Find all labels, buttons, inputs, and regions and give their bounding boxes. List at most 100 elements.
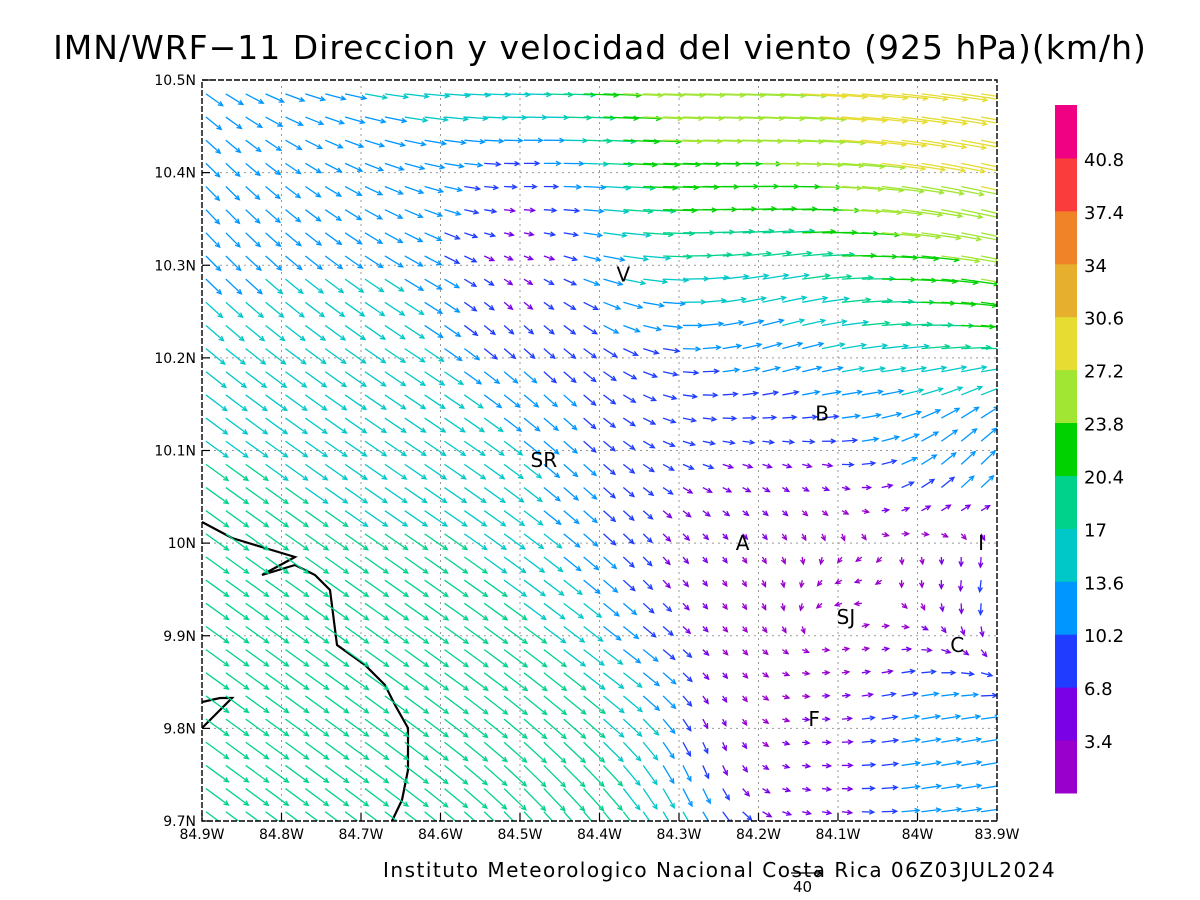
wind-arrow: [881, 623, 891, 629]
wind-arrow: [603, 533, 617, 546]
wind-arrow: [523, 695, 548, 716]
wind-arrow: [921, 454, 938, 465]
wind-arrow: [364, 602, 390, 621]
wind-arrow: [941, 232, 983, 242]
wind-arrow: [245, 602, 270, 621]
wind-arrow: [642, 718, 660, 736]
wind-arrow: [205, 741, 230, 760]
wind-arrow: [463, 533, 488, 551]
wind-arrow: [702, 440, 717, 446]
wind-arrow: [583, 625, 604, 643]
wind-arrow: [761, 626, 768, 634]
wind-arrow: [225, 811, 240, 821]
wind-arrow: [225, 463, 250, 482]
wind-arrow: [921, 139, 968, 150]
wind-arrow: [483, 510, 507, 527]
wind-arrow: [583, 463, 598, 477]
wind-arrow: [821, 342, 846, 350]
wind-arrow: [702, 602, 709, 610]
wind-arrow: [855, 556, 863, 563]
wind-arrow: [642, 556, 653, 567]
wind-arrow: [623, 255, 650, 262]
wind-arrow: [822, 647, 831, 653]
wind-arrow: [822, 716, 831, 722]
wind-arrow: [836, 556, 843, 564]
wind-arrow: [742, 626, 749, 634]
wind-arrow: [861, 715, 876, 721]
wind-arrow: [364, 649, 390, 668]
wind-arrow: [324, 162, 343, 173]
wind-arrow: [324, 533, 350, 551]
wind-arrow: [384, 764, 410, 784]
wind-arrow: [265, 116, 284, 127]
wind-arrow: [941, 365, 968, 373]
wind-arrow: [901, 737, 922, 743]
wind-arrow: [941, 116, 989, 127]
wind-arrow: [881, 714, 899, 721]
wind-arrow: [364, 394, 387, 410]
wind-arrow: [444, 811, 457, 821]
wind-arrow: [245, 232, 262, 248]
wind-arrow: [484, 184, 500, 191]
wind-arrow: [603, 649, 624, 665]
wind-arrow: [265, 556, 290, 575]
wind-arrow: [861, 762, 877, 768]
wind-arrow: [543, 649, 568, 668]
wind-arrow: [802, 341, 825, 350]
wind-arrow: [921, 185, 966, 196]
wind-arrow: [424, 255, 443, 266]
wind-arrow: [364, 510, 389, 527]
wind-arrow: [404, 788, 430, 808]
wind-arrow: [503, 741, 528, 764]
wind-arrow: [205, 556, 230, 575]
wind-arrow: [245, 348, 267, 365]
wind-arrow: [503, 556, 527, 574]
wind-arrow: [364, 255, 384, 269]
wind-arrow: [939, 603, 945, 613]
wind-arrow: [861, 484, 873, 491]
wind-arrow: [742, 510, 750, 517]
wind-arrow: [802, 463, 813, 469]
wind-arrow: [324, 672, 350, 691]
wind-arrow: [245, 255, 262, 272]
wind-arrow: [702, 788, 711, 805]
wind-arrow: [463, 324, 479, 337]
wind-arrow: [861, 646, 871, 652]
wind-arrow: [563, 788, 586, 812]
wind-arrow: [901, 116, 949, 126]
wind-arrow: [583, 579, 601, 595]
wind-arrow: [940, 451, 957, 465]
wind-arrow: [225, 788, 250, 806]
wind-arrow: [662, 556, 671, 566]
wind-arrow: [364, 209, 384, 220]
wind-arrow: [961, 670, 976, 677]
wind-arrow: [285, 556, 310, 575]
wind-arrow: [841, 461, 855, 468]
wind-arrow: [384, 116, 408, 124]
wind-arrow: [483, 463, 506, 480]
wind-arrow: [741, 718, 748, 727]
wind-arrow: [225, 440, 249, 458]
wind-arrow: [563, 324, 577, 335]
colorbar-swatch: [1055, 316, 1077, 371]
wind-arrow: [742, 439, 756, 445]
y-tick-label: 10.4N: [154, 166, 196, 182]
wind-arrow: [205, 394, 228, 412]
wind-arrow: [662, 487, 674, 495]
wind-arrow: [225, 162, 241, 178]
wind-arrow: [444, 741, 469, 762]
wind-arrow: [782, 787, 792, 793]
wind-arrow: [304, 695, 330, 714]
wind-arrow: [523, 371, 538, 384]
wind-arrow: [225, 417, 249, 435]
wind-arrow: [483, 255, 496, 262]
wind-arrow: [563, 579, 583, 596]
place-label: V: [617, 263, 631, 287]
wind-arrow: [483, 556, 508, 574]
wind-arrow: [702, 344, 723, 351]
wind-arrow: [563, 440, 579, 454]
wind-arrow: [444, 649, 470, 668]
wind-arrow: [563, 695, 587, 715]
wind-arrow: [464, 185, 482, 192]
wind-arrow: [762, 672, 770, 678]
